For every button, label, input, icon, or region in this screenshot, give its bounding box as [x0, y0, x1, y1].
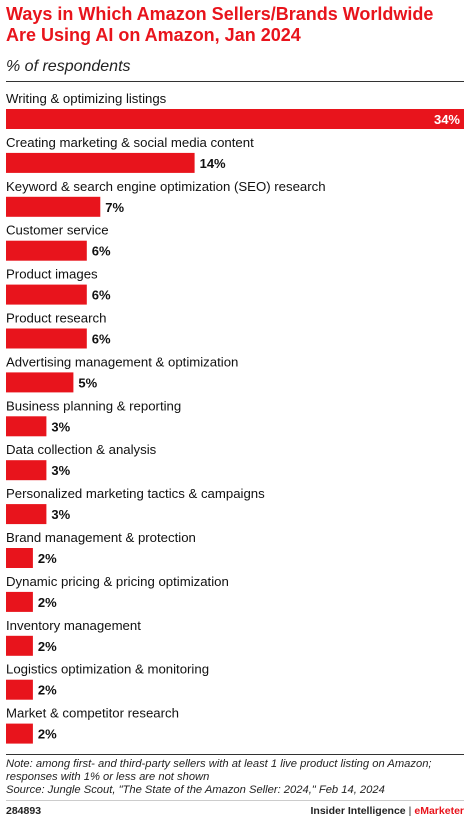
- value-label: 6%: [92, 244, 111, 259]
- category-label: Creating marketing & social media conten…: [6, 135, 254, 150]
- bar: [6, 635, 33, 656]
- category-label: Writing & optimizing listings: [6, 91, 167, 106]
- category-label: Business planning & reporting: [6, 398, 181, 413]
- value-label: 2%: [38, 683, 57, 698]
- chart-title: Ways in Which Amazon Sellers/Brands Worl…: [6, 4, 434, 45]
- chart-subtitle: % of respondents: [6, 58, 131, 75]
- value-label: 6%: [92, 332, 111, 347]
- bar: [6, 152, 195, 173]
- bar-chart: Writing & optimizing listings 34% Creating…: [6, 91, 464, 744]
- bar: [6, 460, 47, 481]
- bar: [6, 109, 464, 129]
- bar: [6, 196, 101, 217]
- chart-id: 284893: [6, 805, 42, 817]
- value-label: 14%: [200, 156, 226, 171]
- value-label: 2%: [38, 595, 57, 610]
- bar: [6, 679, 33, 700]
- category-label: Advertising management & optimization: [6, 354, 238, 369]
- top-divider: [6, 81, 464, 82]
- value-label: 7%: [105, 200, 124, 215]
- bottom-divider: [6, 754, 464, 755]
- value-label: 3%: [51, 419, 70, 434]
- category-label: Brand management & protection: [6, 530, 196, 545]
- brand-emarketer: eMarketer: [414, 805, 464, 817]
- note-line-1: Note: among first- and third-party selle…: [6, 758, 432, 770]
- bar: [6, 548, 33, 568]
- bar: [6, 372, 74, 393]
- value-label: 2%: [38, 639, 57, 654]
- category-label: Keyword & search engine optimization (SE…: [6, 179, 326, 194]
- category-label: Customer service: [6, 223, 109, 238]
- bar: [6, 416, 47, 437]
- value-label: 2%: [38, 727, 57, 742]
- value-label: 34%: [434, 112, 460, 127]
- category-label: Market & competitor research: [6, 706, 179, 721]
- bar: [6, 723, 33, 744]
- category-label: Product images: [6, 267, 98, 282]
- bar: [6, 504, 47, 525]
- category-label: Product research: [6, 311, 106, 326]
- chart-note: Note: among first- and third-party selle…: [6, 758, 466, 797]
- bar: [6, 284, 87, 305]
- category-label: Data collection & analysis: [6, 442, 157, 457]
- category-label: Dynamic pricing & pricing optimization: [6, 574, 229, 589]
- brand-separator: |: [408, 805, 412, 817]
- category-label: Inventory management: [6, 618, 141, 633]
- value-label: 2%: [38, 551, 57, 566]
- value-label: 5%: [78, 375, 97, 390]
- category-label: Logistics optimization & monitoring: [6, 662, 209, 677]
- note-line-2: responses with 1% or less are not shown: [6, 771, 210, 783]
- value-label: 6%: [92, 288, 111, 303]
- source-text: Source: Jungle Scout, "The State of the …: [6, 784, 385, 796]
- value-label: 3%: [51, 463, 70, 478]
- bar: [6, 591, 33, 612]
- footer-divider: [6, 800, 464, 801]
- bar: [6, 240, 87, 261]
- value-label: 3%: [51, 507, 70, 522]
- bar: [6, 328, 87, 349]
- brand-insider-intelligence: Insider Intelligence: [310, 805, 406, 817]
- category-label: Personalized marketing tactics & campaig…: [6, 486, 265, 501]
- brand-credit: Insider Intelligence | eMarketer: [311, 805, 464, 817]
